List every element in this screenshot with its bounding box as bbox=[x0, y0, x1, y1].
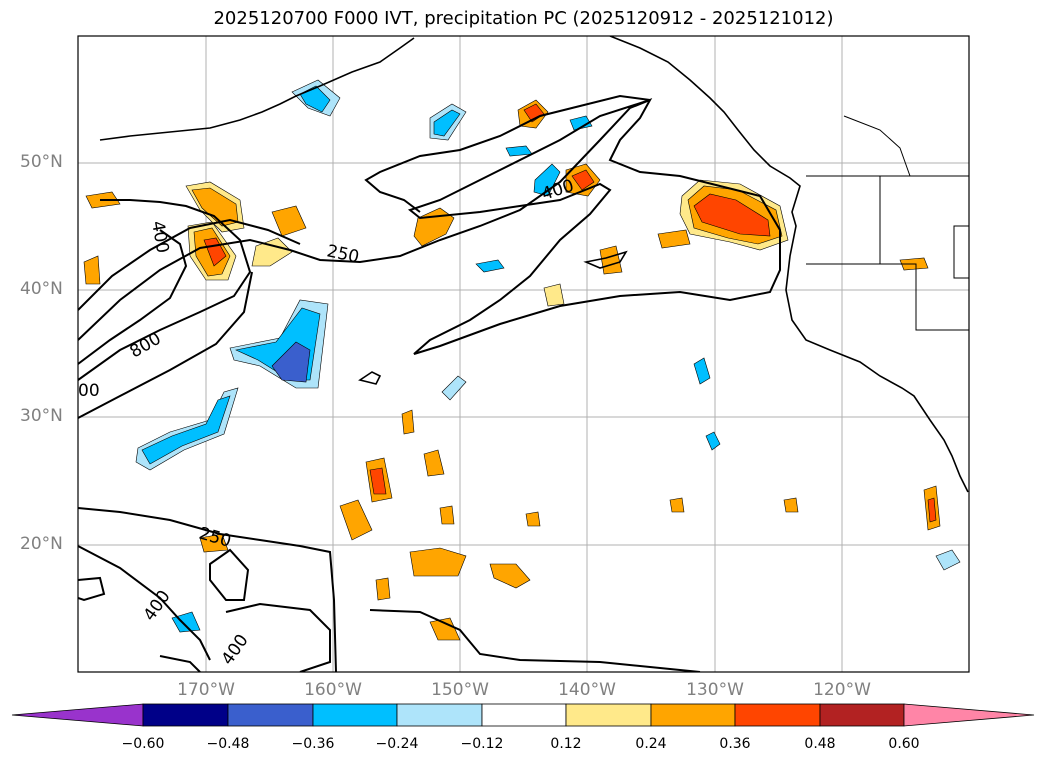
colorbar-tick: −0.60 bbox=[121, 736, 165, 752]
lat-label-50n: 50°N bbox=[20, 152, 63, 172]
colorbar-segment bbox=[227, 703, 314, 727]
political-borders bbox=[806, 115, 969, 331]
colorbar-segment bbox=[650, 703, 736, 727]
colorbar-segment bbox=[481, 703, 567, 727]
colorbar-tick: −0.24 bbox=[375, 736, 419, 752]
graticule bbox=[78, 36, 969, 672]
colorbar-tick: 0.60 bbox=[888, 736, 920, 752]
colorbar-extend-right bbox=[903, 703, 1035, 727]
lon-label-170w: 170°W bbox=[177, 680, 235, 700]
colorbar-tick: −0.36 bbox=[291, 736, 335, 752]
lon-label-140w: 140°W bbox=[558, 680, 616, 700]
lon-label-120w: 120°W bbox=[813, 680, 871, 700]
lon-label-150w: 150°W bbox=[431, 680, 489, 700]
precip-negative-regions bbox=[135, 79, 961, 633]
colorbar-tick: −0.48 bbox=[206, 736, 250, 752]
lat-label-20n: 20°N bbox=[20, 534, 63, 554]
colorbar-tick: 0.36 bbox=[719, 736, 751, 752]
lon-label-160w: 160°W bbox=[304, 680, 362, 700]
coastlines bbox=[99, 36, 969, 493]
plot-frame bbox=[77, 35, 970, 673]
colorbar-tick: −0.12 bbox=[460, 736, 504, 752]
contour-label: 00 bbox=[78, 381, 100, 401]
colorbar-segment bbox=[396, 703, 483, 727]
colorbar-tick: 0.12 bbox=[550, 736, 582, 752]
colorbar bbox=[11, 703, 1035, 727]
colorbar-segment bbox=[734, 703, 821, 727]
ivt-contours bbox=[78, 94, 781, 672]
colorbar-segment bbox=[312, 703, 398, 727]
colorbar-tick: 0.24 bbox=[635, 736, 667, 752]
colorbar-segment bbox=[565, 703, 652, 727]
lat-label-30n: 30°N bbox=[20, 406, 63, 426]
colorbar-extend-left bbox=[11, 703, 144, 727]
colorbar-segment bbox=[142, 703, 229, 727]
map-title: 2025120700 F000 IVT, precipitation PC (2… bbox=[213, 8, 834, 29]
plot-area bbox=[78, 36, 969, 672]
lon-label-130w: 130°W bbox=[686, 680, 744, 700]
colorbar-tick: 0.48 bbox=[804, 736, 836, 752]
colorbar-segment bbox=[819, 703, 905, 727]
lat-label-40n: 40°N bbox=[20, 279, 63, 299]
